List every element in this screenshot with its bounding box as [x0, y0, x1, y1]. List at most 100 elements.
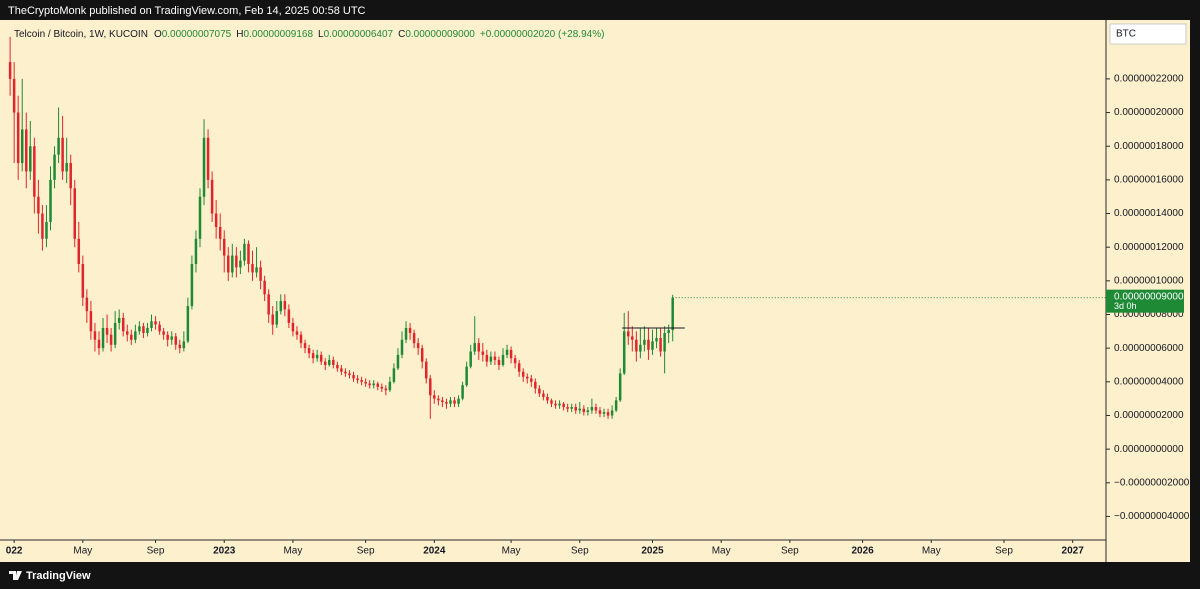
candle-body	[643, 339, 646, 345]
candle-body	[449, 400, 452, 404]
candle-body	[279, 301, 283, 312]
candle-body	[412, 333, 416, 344]
currency-box	[1109, 23, 1187, 45]
candle-body	[530, 378, 533, 382]
published-note: TheCryptoMonk published on TradingView.c…	[8, 5, 366, 17]
candle-body	[77, 238, 81, 265]
candle-body	[578, 408, 582, 411]
candle-body	[566, 407, 569, 409]
candle-body	[81, 264, 85, 298]
candle-body	[602, 412, 606, 414]
candle-body	[574, 407, 577, 411]
candle-body	[65, 163, 68, 172]
candle-body	[121, 317, 125, 332]
candle-body	[198, 196, 202, 239]
candle-body	[627, 331, 630, 337]
candle-body	[631, 336, 634, 340]
candle-body	[505, 349, 509, 355]
candle-body	[356, 378, 359, 381]
candle-body	[186, 306, 190, 342]
high-value: 0.00000009168	[243, 29, 313, 40]
candle-body	[513, 358, 517, 364]
candle-body	[126, 331, 129, 335]
symbol-title: Telcoin / Bitcoin, 1W, KUCOIN	[14, 29, 148, 40]
candle-body	[594, 407, 598, 411]
candle-body	[622, 331, 626, 374]
open-label: O	[154, 29, 162, 40]
legend: Telcoin / Bitcoin, 1W, KUCOIN O0.00000007…	[14, 29, 604, 40]
candle-body	[364, 381, 367, 384]
candle-body	[348, 373, 351, 376]
chart-background	[0, 20, 1190, 562]
candle-body	[352, 375, 355, 379]
close-value: 0.00000009000	[405, 29, 475, 40]
y-tick-label: 0.00000008000	[1114, 309, 1184, 320]
candle-body	[291, 322, 295, 332]
candle-body	[182, 341, 186, 349]
candle-body	[384, 388, 388, 391]
candle-body	[570, 407, 573, 409]
candle-body	[283, 301, 287, 310]
candle-body	[655, 338, 658, 342]
candle-body	[89, 311, 93, 332]
candle-body	[606, 412, 610, 416]
candle-body	[651, 341, 654, 350]
candle-body	[582, 408, 586, 413]
candle-body	[130, 334, 133, 340]
x-tick-label: May	[502, 546, 521, 557]
candle-body	[420, 348, 424, 362]
candle-body	[97, 339, 101, 349]
candle-body	[61, 137, 64, 172]
candle-body	[647, 339, 650, 350]
candle-body	[441, 400, 444, 403]
candle-body	[319, 354, 323, 362]
candle-body	[243, 243, 246, 261]
candle-body	[295, 331, 299, 335]
x-tick-label: May	[283, 546, 302, 557]
candle-body	[158, 324, 161, 332]
y-tick-label: 0.00000018000	[1114, 141, 1184, 152]
candle-body	[271, 314, 274, 325]
candle-body	[550, 400, 553, 404]
candle-body	[85, 297, 89, 312]
candle-body	[105, 327, 109, 335]
candle-body	[154, 321, 157, 325]
last-price-tag	[1106, 289, 1184, 313]
candle-body	[614, 400, 618, 411]
candle-body	[162, 331, 165, 335]
candle-body	[8, 62, 12, 79]
candle-body	[190, 264, 194, 307]
candle-body	[473, 343, 476, 352]
candle-body	[37, 196, 40, 214]
candle-body	[20, 129, 24, 164]
candle-body	[41, 213, 44, 239]
candle-body	[247, 243, 250, 265]
candle-body	[429, 378, 432, 396]
candle-body	[267, 294, 270, 315]
candle-body	[113, 322, 117, 345]
candle-body	[235, 255, 238, 268]
y-tick-label: 0.00000012000	[1114, 242, 1184, 253]
candle-body	[166, 334, 169, 340]
candle-body	[227, 255, 230, 273]
candle-body	[586, 410, 590, 413]
x-tick-label: 2025	[641, 546, 664, 557]
candle-body	[400, 339, 404, 355]
candle-body	[618, 373, 622, 401]
candle-body	[275, 311, 279, 325]
candle-body	[206, 137, 210, 180]
candle-body	[598, 410, 602, 414]
candle-body	[170, 336, 173, 340]
x-tick-label: Sep	[571, 546, 589, 557]
candle-body	[380, 386, 384, 389]
candle-body	[639, 344, 642, 352]
candle-body	[489, 356, 493, 362]
last-price-label: 0.00000009000	[1114, 291, 1184, 302]
countdown: 3d 0h	[1114, 301, 1137, 311]
candle-body	[287, 309, 291, 323]
candle-body	[659, 338, 662, 352]
x-tick-label: 2023	[213, 546, 236, 557]
footer-brand: TradingView	[26, 570, 91, 582]
y-tick-label: 0.00000002000	[1114, 410, 1184, 421]
